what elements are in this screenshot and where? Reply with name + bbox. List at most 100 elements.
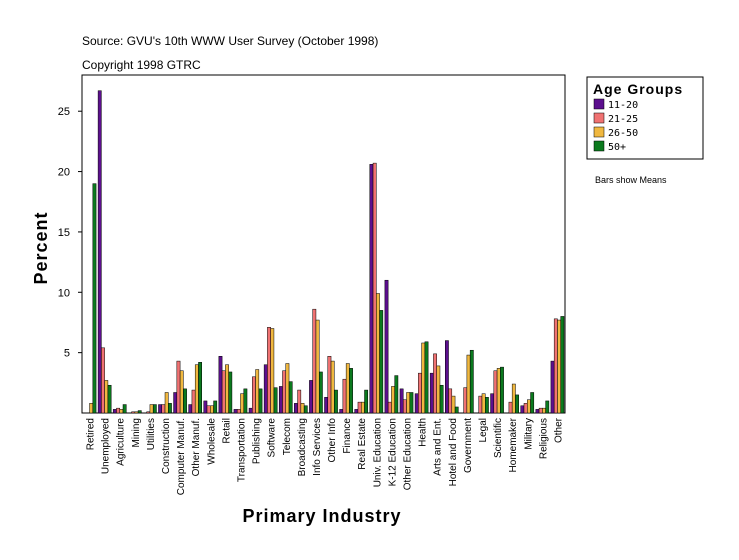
bar xyxy=(490,393,495,414)
bar xyxy=(360,401,365,414)
bar xyxy=(107,384,112,414)
bar xyxy=(523,403,528,414)
bar xyxy=(354,409,359,414)
bar xyxy=(288,381,293,414)
bar xyxy=(92,183,97,414)
bar xyxy=(228,371,233,414)
bar xyxy=(535,409,540,414)
bar xyxy=(168,403,172,414)
x-axis-label: Primary Industry xyxy=(242,506,401,526)
bar xyxy=(116,407,120,414)
bar xyxy=(255,369,260,414)
bar xyxy=(149,404,154,414)
bar xyxy=(496,368,501,414)
bar xyxy=(402,399,407,414)
bar xyxy=(439,384,444,414)
bar xyxy=(391,386,395,414)
y-tick-label: 5 xyxy=(64,348,70,360)
bar xyxy=(466,354,471,414)
bar xyxy=(146,411,151,414)
bar xyxy=(557,319,561,414)
x-tick-label: Transportation xyxy=(236,418,247,482)
x-tick-label: Legal xyxy=(478,418,489,442)
bar xyxy=(243,388,248,414)
bar xyxy=(372,162,377,414)
bar xyxy=(191,389,196,414)
x-tick-label: Other Manuf. xyxy=(191,418,202,476)
legend-title: Age Groups xyxy=(593,81,683,97)
bar xyxy=(203,400,208,414)
bar xyxy=(134,411,139,414)
x-tick-label: Retail xyxy=(221,418,232,444)
bar xyxy=(112,409,117,414)
bar xyxy=(508,401,513,414)
bar xyxy=(357,401,362,414)
bar xyxy=(429,372,434,414)
bar xyxy=(173,392,178,414)
x-tick-label: Mining xyxy=(131,418,142,447)
x-tick-label: Finance xyxy=(342,418,353,454)
x-tick-label: Hotel and Food xyxy=(448,418,459,486)
bar xyxy=(263,364,268,414)
bar xyxy=(364,389,369,414)
legend-label: 11-20 xyxy=(608,100,638,111)
bar xyxy=(176,360,181,414)
legend-label: 50+ xyxy=(608,142,626,153)
bar xyxy=(349,368,353,414)
bar xyxy=(312,308,317,414)
bar xyxy=(384,279,389,414)
bar xyxy=(485,397,489,414)
x-tick-label: Univ. Education xyxy=(372,418,383,487)
bar xyxy=(158,404,162,414)
x-tick-label: Publishing xyxy=(252,418,263,464)
bar xyxy=(101,347,105,414)
bar xyxy=(379,310,384,414)
x-tick-label: Other Info xyxy=(327,418,338,463)
bar xyxy=(248,407,253,414)
bar xyxy=(324,397,329,414)
bar xyxy=(285,363,290,414)
chart-title: Source: GVU's 10th WWW User Survey (Octo… xyxy=(82,34,378,48)
bar xyxy=(303,405,308,414)
x-tick-label: Homemaker xyxy=(508,417,519,472)
bar xyxy=(330,360,335,414)
x-tick-label: Real Estate xyxy=(357,418,368,470)
bar xyxy=(339,409,344,414)
x-tick-label: Info Services xyxy=(312,418,323,476)
bar xyxy=(394,375,399,414)
bar xyxy=(424,341,429,414)
bar xyxy=(294,403,298,414)
bar xyxy=(478,395,483,414)
bar xyxy=(538,407,543,414)
bar xyxy=(553,318,558,414)
x-tick-label: Health xyxy=(418,418,429,447)
bar xyxy=(406,392,411,414)
bar xyxy=(369,164,374,414)
bar xyxy=(213,400,218,414)
bar xyxy=(297,389,302,414)
bar xyxy=(493,370,498,414)
bar xyxy=(451,395,456,414)
bar xyxy=(445,340,449,414)
bar xyxy=(218,356,223,414)
bar xyxy=(409,392,414,414)
y-axis-label: Percent xyxy=(31,211,51,284)
bar xyxy=(511,383,516,414)
x-tick-label: Arts and Ent. xyxy=(433,418,444,476)
bar xyxy=(267,327,271,414)
legend-swatch xyxy=(593,98,605,110)
bar xyxy=(500,366,504,414)
bar xyxy=(481,393,486,414)
legend-label: 26-50 xyxy=(608,128,638,139)
bar xyxy=(469,349,474,414)
y-tick-label: 15 xyxy=(58,227,70,239)
bar xyxy=(258,388,263,414)
x-tick-label: Software xyxy=(267,418,278,458)
legend-swatch xyxy=(593,112,605,124)
bar xyxy=(454,406,459,414)
legend-label: 21-25 xyxy=(608,114,638,125)
bar xyxy=(433,353,437,414)
legend-swatch xyxy=(593,126,605,138)
bar xyxy=(152,404,157,414)
x-tick-label: Scientific xyxy=(493,418,504,458)
